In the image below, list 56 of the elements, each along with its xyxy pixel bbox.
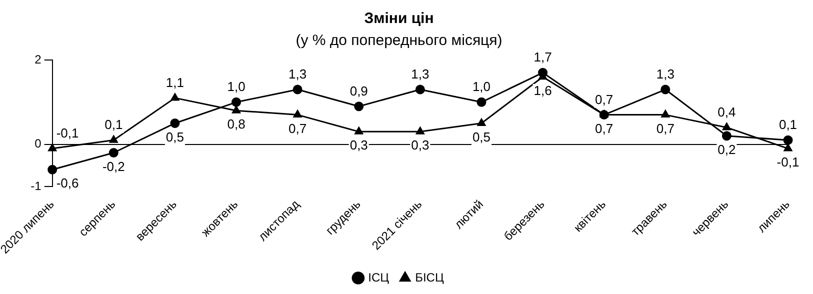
point — [232, 97, 242, 107]
data-label: 0,1 — [778, 117, 798, 132]
point — [415, 84, 425, 94]
data-label: 1,3 — [288, 66, 307, 82]
data-label: 0,2 — [718, 142, 736, 157]
y-tick-label: 0 — [34, 136, 42, 151]
point — [416, 126, 424, 134]
data-label: 0,3 — [350, 138, 368, 153]
chart-subtitle: (у % до попереднього місяця) — [296, 32, 502, 50]
point — [722, 131, 732, 141]
point — [476, 97, 486, 107]
data-label: -0,1 — [776, 154, 800, 170]
legend-label: ІСЦ — [368, 270, 390, 284]
data-label: 0,7 — [288, 120, 307, 136]
data-label: 0,7 — [595, 92, 614, 107]
point — [170, 93, 180, 101]
data-label: 0,8 — [227, 116, 246, 132]
point — [538, 68, 548, 78]
data-label: 0,5 — [472, 129, 491, 144]
data-label: 1,0 — [227, 79, 246, 94]
point — [783, 135, 793, 145]
legend-label: БІСЦ — [415, 270, 444, 284]
data-label: -0,6 — [56, 176, 79, 191]
data-label: 0,5 — [166, 129, 184, 144]
data-label: -0,2 — [102, 158, 125, 174]
point — [109, 135, 118, 143]
chart-title: Зміни цін — [364, 10, 434, 28]
point — [477, 118, 486, 126]
point — [784, 144, 792, 152]
point — [48, 144, 57, 152]
data-label: 1,3 — [656, 66, 674, 82]
point — [354, 102, 364, 112]
point — [48, 164, 58, 174]
data-label: 0,9 — [350, 83, 368, 98]
y-tick-label: 2 — [34, 52, 42, 66]
data-label: 1,6 — [534, 82, 552, 98]
data-label: 1,7 — [534, 50, 552, 65]
data-label: 1,0 — [472, 79, 491, 94]
point — [108, 148, 118, 158]
point — [722, 122, 731, 130]
data-label: 0,1 — [104, 117, 123, 132]
data-label: -0,1 — [56, 126, 79, 141]
point — [293, 110, 302, 118]
point — [292, 84, 302, 94]
data-label: 0,3 — [411, 138, 430, 153]
data-label: 0,7 — [595, 120, 614, 136]
y-tick-label: -1 — [30, 178, 42, 193]
point — [170, 118, 180, 128]
point — [661, 110, 670, 118]
point — [354, 126, 364, 134]
data-label: 0,4 — [718, 104, 736, 120]
data-label: 0,7 — [656, 120, 674, 136]
data-label: 1,1 — [166, 75, 184, 90]
data-label: 1,3 — [411, 66, 430, 82]
point — [660, 84, 670, 94]
point — [232, 106, 240, 114]
